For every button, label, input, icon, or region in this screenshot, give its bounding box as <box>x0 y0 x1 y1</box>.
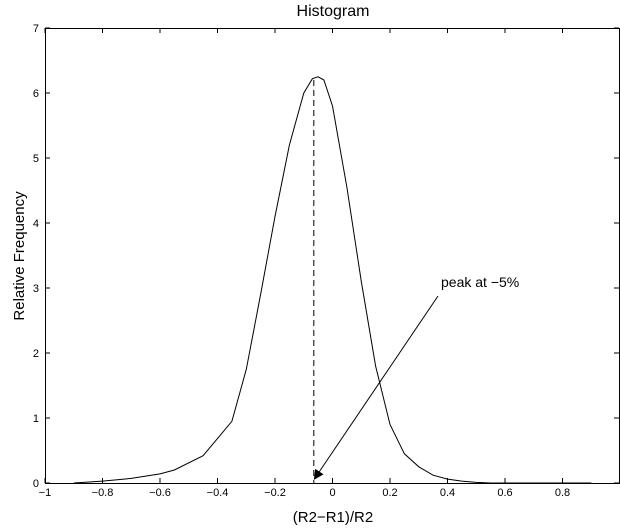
annotation-arrow <box>313 295 439 480</box>
x-axis-ticks: −1 −0.8 −0.6 −0.4 −0.2 0 0.2 0.4 0.6 0.8 <box>39 28 570 499</box>
x-axis-title: (R2−R1)/R2 <box>293 509 373 526</box>
x-tick-label: −0.8 <box>92 487 114 499</box>
x-tick-label: 0.6 <box>497 487 512 499</box>
chart-title: Histogram <box>297 3 370 20</box>
x-tick-label: 0 <box>329 487 335 499</box>
y-tick-label: 3 <box>33 283 39 295</box>
x-tick-label: 0.2 <box>382 487 397 499</box>
y-tick-label: 6 <box>33 88 39 100</box>
x-tick-label: −0.4 <box>207 487 229 499</box>
x-tick-label: −0.6 <box>149 487 171 499</box>
x-tick-label: 0.8 <box>555 487 570 499</box>
y-axis-title: Relative Frequency <box>11 191 28 321</box>
plot-frame <box>45 28 620 484</box>
y-tick-label: 1 <box>33 413 39 425</box>
x-tick-label: 0.4 <box>440 487 455 499</box>
x-tick-label: −0.2 <box>264 487 286 499</box>
series-line <box>73 76 592 484</box>
annotation-text: peak at −5% <box>441 274 519 290</box>
y-tick-label: 2 <box>33 348 39 360</box>
y-tick-label: 7 <box>33 23 39 35</box>
x-tick-label: −1 <box>39 487 52 499</box>
y-tick-label: 4 <box>33 218 39 230</box>
y-tick-label: 5 <box>33 153 39 165</box>
y-tick-label: 0 <box>33 478 39 490</box>
y-axis-ticks: 0 1 2 3 4 5 6 7 <box>33 23 619 490</box>
